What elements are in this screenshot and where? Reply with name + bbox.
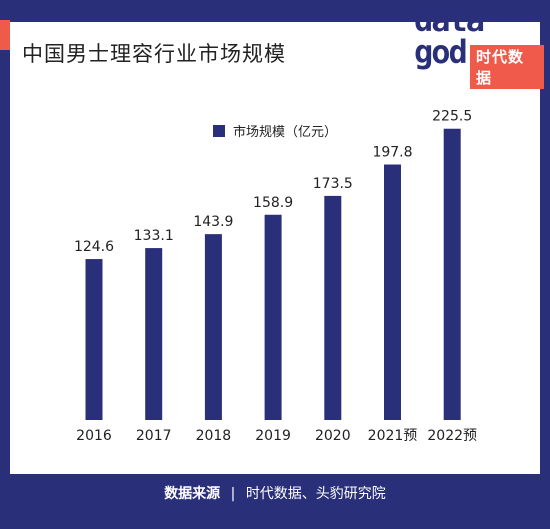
data-label-2016: 124.6 xyxy=(74,239,114,255)
legend-label: 市场规模（亿元） xyxy=(232,125,337,140)
legend-swatch xyxy=(212,125,225,137)
x-tick-2016: 2016 xyxy=(76,428,112,444)
logo-tag: 时代数据 xyxy=(470,45,544,89)
x-tick-2019: 2019 xyxy=(255,428,291,444)
chart-legend: 市场规模（亿元） xyxy=(0,121,550,140)
data-label-2021预: 197.8 xyxy=(372,145,412,161)
source-footer: 数据来源 | 时代数据、头豹研究院 xyxy=(0,474,550,514)
x-tick-2018: 2018 xyxy=(196,428,232,444)
logo-wordmark: data god xyxy=(414,1,485,71)
data-label-2017: 133.1 xyxy=(134,228,174,244)
x-tick-2020: 2020 xyxy=(315,428,351,444)
logo-word-line2: god xyxy=(414,33,468,71)
data-label-2019: 158.9 xyxy=(253,195,293,211)
bar-2021预 xyxy=(384,164,401,420)
source-separator: | xyxy=(230,486,236,502)
source-label: 数据来源 xyxy=(164,486,221,502)
data-label-2022预: 225.5 xyxy=(432,109,472,125)
logo-word-line1: data xyxy=(414,1,485,39)
accent-stripe xyxy=(0,20,10,50)
chart-title: 中国男士理容行业市场规模 xyxy=(22,42,286,66)
source-text: 时代数据、头豹研究院 xyxy=(245,486,386,502)
x-tick-2017: 2017 xyxy=(136,428,172,444)
bar-2019 xyxy=(264,214,282,420)
bar-2022预 xyxy=(443,128,461,420)
bar-2020 xyxy=(324,195,342,420)
x-tick-2021预: 2021预 xyxy=(368,428,418,444)
bar-2018 xyxy=(204,234,222,420)
bar-2017 xyxy=(145,248,163,420)
data-label-2018: 143.9 xyxy=(193,214,233,230)
bar-2016 xyxy=(85,259,103,420)
brand-logo: data god 时代数据 xyxy=(414,1,544,89)
x-tick-2022预: 2022预 xyxy=(427,428,477,444)
data-label-2020: 173.5 xyxy=(313,176,353,192)
